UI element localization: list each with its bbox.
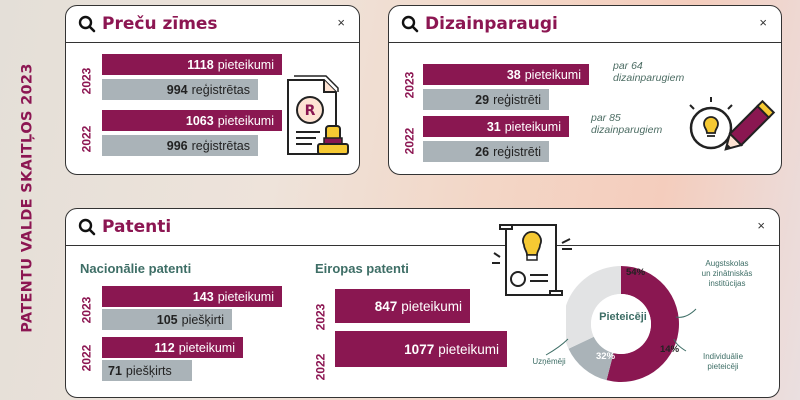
- search-icon: [78, 218, 96, 236]
- designs-title: Dizainparaugi: [425, 14, 558, 34]
- designs-2023-applications-bar: 38 pieteikumi: [423, 64, 589, 85]
- annotation-arrows: [545, 308, 697, 356]
- bar-value: 847: [374, 298, 398, 314]
- bar-value: 26: [475, 144, 490, 159]
- bar-label: piešķirts: [125, 363, 172, 378]
- european-2022-applications-bar: 1077 pieteikumi: [335, 331, 507, 367]
- bar-value: 105: [156, 312, 178, 327]
- patent-certificate-icon: [492, 224, 572, 296]
- national-2023-applications-bar: 143 pieteikumi: [102, 286, 282, 307]
- designs-year-2023: 2023: [402, 71, 417, 99]
- slice-label-businesses: 32%: [596, 351, 616, 362]
- european-year-2022: 2022: [313, 353, 328, 381]
- trademark-document-icon: R: [287, 75, 349, 155]
- national-2022-applications-bar: 112 pieteikumi: [102, 337, 243, 358]
- national-2022-granted-bar: 71 piešķirts: [102, 360, 192, 381]
- annotation-businesses: Uzņēmēji: [532, 357, 566, 366]
- designs-card: Dizainparaugi × 2023 38 pieteikumi 29 reģi…: [388, 5, 782, 175]
- bar-label: reģistrētas: [191, 82, 250, 97]
- bar-value: 1118: [187, 57, 214, 72]
- donut-slice-universities: [606, 266, 679, 382]
- designs-2022-registered-bar: 26 reģistrēti: [423, 141, 549, 162]
- trademarks-year-2023: 2023: [79, 67, 94, 95]
- bar-label: reģistrēti: [493, 92, 541, 107]
- bar-value: 71: [108, 363, 122, 378]
- note-line: dizainparugiem: [613, 72, 685, 84]
- bar-label: pieteikumi: [401, 298, 462, 314]
- national-year-2023: 2023: [79, 296, 94, 324]
- bar-value: 38: [506, 67, 521, 82]
- trademarks-header: Preču zīmes: [78, 14, 218, 34]
- designs-divider: [389, 42, 781, 43]
- note-line: par 64: [613, 60, 643, 72]
- trademarks-2022-applications-bar: 1063 pieteikumi: [102, 110, 282, 131]
- bar-label: pieteikumi: [524, 67, 581, 82]
- bar-value: 143: [192, 289, 214, 304]
- bar-label: pieteikumi: [217, 57, 274, 72]
- bar-value: 994: [166, 82, 188, 97]
- bar-value: 31: [486, 119, 501, 134]
- designs-2023-note: par 64 dizainparugiem: [613, 60, 684, 84]
- patents-title: Patenti: [102, 217, 172, 237]
- side-title: PATENTU VALDE SKAITĻOS 2023: [12, 28, 44, 368]
- national-year-2022: 2022: [79, 344, 94, 372]
- patents-card: Patenti × Nacionālie patenti 2023 143 pie…: [65, 208, 780, 398]
- trademarks-divider: [66, 42, 359, 43]
- donut-hole: [591, 294, 651, 354]
- european-2023-applications-bar: 847 pieteikumi: [335, 289, 470, 323]
- donut-slice-individuals: [568, 336, 614, 381]
- designs-2022-note: par 85 dizainparugiem: [591, 112, 662, 136]
- slice-label-individuals: 14%: [660, 344, 680, 355]
- bar-value: 112: [154, 340, 175, 355]
- designs-header: Dizainparaugi: [401, 14, 558, 34]
- trademarks-card: Preču zīmes × 2023 1118 pieteikumi 994 reģ…: [65, 5, 360, 175]
- designs-2022-applications-bar: 31 pieteikumi: [423, 116, 569, 137]
- bar-value: 29: [475, 92, 490, 107]
- national-2023-granted-bar: 105 piešķirti: [102, 309, 232, 330]
- bar-label: reģistrētas: [191, 138, 250, 153]
- bar-value: 996: [166, 138, 188, 153]
- trademarks-2023-registered-bar: 994 reģistrētas: [102, 79, 258, 100]
- note-line: par 85: [591, 112, 621, 124]
- bar-label: pieteikumi: [178, 340, 235, 355]
- bar-label: pieteikumi: [217, 113, 274, 128]
- european-year-2023: 2023: [313, 303, 328, 331]
- bar-label: reģistrēti: [493, 144, 541, 159]
- designs-year-2022: 2022: [402, 127, 417, 155]
- bar-label: piešķirti: [181, 312, 224, 327]
- svg-text:R: R: [305, 103, 316, 119]
- bar-value: 1063: [185, 113, 214, 128]
- side-title-text: PATENTU VALDE SKAITĻOS 2023: [20, 63, 36, 333]
- patents-header: Patenti: [78, 217, 171, 237]
- trademarks-year-2022: 2022: [79, 125, 94, 153]
- slice-label-universities: 54%: [626, 267, 646, 278]
- applicants-donut-chart: [566, 266, 679, 382]
- bar-label: pieteikumi: [438, 341, 499, 357]
- european-patents-heading: Eiropas patenti: [315, 261, 409, 276]
- trademarks-2022-registered-bar: 996 reģistrētas: [102, 135, 258, 156]
- trademarks-close-button[interactable]: ×: [337, 15, 345, 30]
- trademarks-2023-applications-bar: 1118 pieteikumi: [102, 54, 282, 75]
- donut-slice-businesses: [566, 266, 621, 349]
- note-line: dizainparugiem: [591, 124, 663, 136]
- patents-close-button[interactable]: ×: [757, 218, 765, 233]
- annotation-universities: Augstskolas un zinātniskās institūcijas: [701, 259, 753, 288]
- trademarks-title: Preču zīmes: [102, 14, 218, 34]
- national-patents-heading: Nacionālie patenti: [80, 261, 192, 276]
- search-icon: [78, 15, 96, 33]
- designs-2023-registered-bar: 29 reģistrēti: [423, 89, 549, 110]
- search-icon: [401, 15, 419, 33]
- bar-value: 1077: [404, 341, 435, 357]
- designs-close-button[interactable]: ×: [759, 15, 767, 30]
- donut-center-label: Pieteicēji: [599, 311, 647, 323]
- patents-divider: [66, 245, 779, 246]
- bar-label: pieteikumi: [504, 119, 561, 134]
- lightbulb-pencil-icon: [689, 97, 776, 151]
- bar-label: pieteikumi: [217, 289, 274, 304]
- annotation-individuals: Individuālie pieteicēji: [702, 352, 744, 371]
